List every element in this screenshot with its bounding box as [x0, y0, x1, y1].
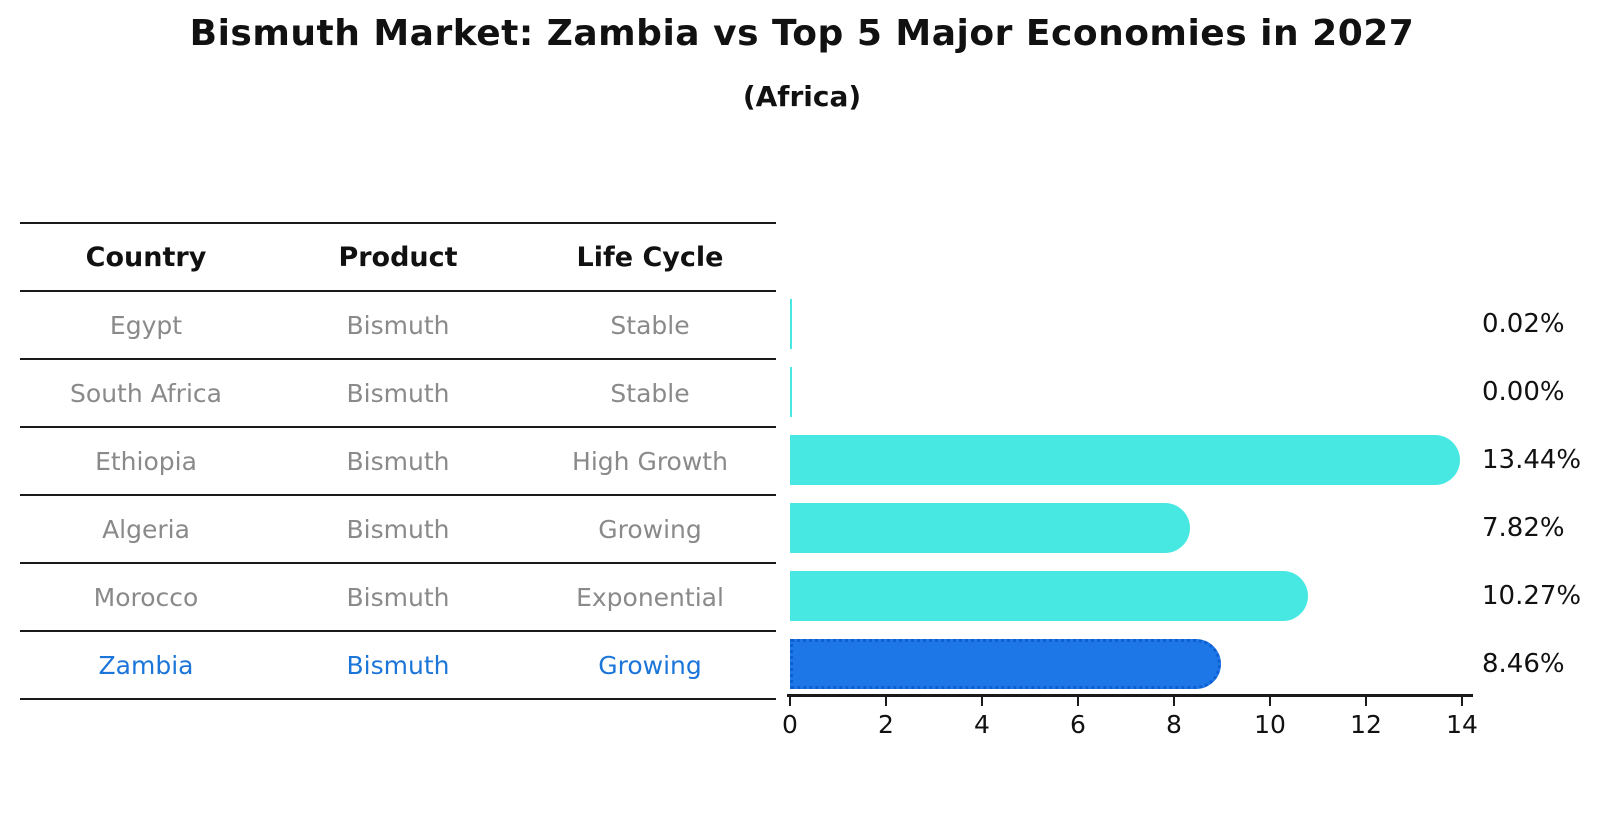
x-axis-tick-label: 0: [782, 710, 798, 739]
column-header-country: Country: [85, 241, 207, 273]
x-axis-tick: [1173, 697, 1175, 706]
lifecycle-cell: Growing: [598, 514, 702, 544]
x-axis-tick: [1077, 697, 1079, 706]
x-axis-tick: [1269, 697, 1271, 706]
lifecycle-cell: Stable: [610, 310, 690, 340]
x-axis-tick: [1461, 697, 1463, 706]
comparison-table: Country Product Life Cycle Egypt Bismuth S…: [20, 222, 776, 700]
product-cell: Bismuth: [346, 514, 450, 544]
bar: [790, 299, 792, 349]
product-cell: Bismuth: [346, 650, 450, 680]
table-row: Ethiopia Bismuth High Growth: [20, 426, 776, 494]
product-cell: Bismuth: [346, 582, 450, 612]
table-row: Morocco Bismuth Exponential: [20, 562, 776, 630]
value-label: 8.46%: [1482, 649, 1565, 679]
product-cell: Bismuth: [346, 378, 450, 408]
table-header-row: Country Product Life Cycle: [20, 222, 776, 290]
product-cell: Bismuth: [346, 310, 450, 340]
x-axis-tick-label: 4: [974, 710, 990, 739]
highlight-bar: [790, 639, 1222, 689]
column-header-product: Product: [338, 241, 458, 273]
value-label: 0.02%: [1482, 309, 1565, 339]
table-row: Egypt Bismuth Stable: [20, 290, 776, 358]
x-axis-tick-label: 14: [1446, 710, 1478, 739]
bar: [790, 503, 1191, 553]
x-axis-tick: [789, 697, 791, 706]
x-axis-tick: [981, 697, 983, 706]
x-axis-tick-label: 2: [878, 710, 894, 739]
country-cell: Algeria: [102, 514, 190, 544]
country-cell: Zambia: [98, 650, 194, 680]
x-axis-tick: [1365, 697, 1367, 706]
bar: [790, 367, 792, 417]
lifecycle-cell: High Growth: [572, 446, 728, 476]
x-axis-tick-label: 12: [1350, 710, 1382, 739]
column-header-lifecycle: Life Cycle: [576, 241, 724, 273]
country-cell: Egypt: [109, 310, 183, 340]
x-axis-tick-label: 8: [1166, 710, 1182, 739]
product-cell: Bismuth: [346, 446, 450, 476]
value-label: 0.00%: [1482, 377, 1565, 407]
page-subtitle: (Africa): [742, 80, 862, 113]
lifecycle-cell: Exponential: [576, 582, 724, 612]
table-row: Zambia Bismuth Growing: [20, 630, 776, 698]
x-axis-line: [787, 694, 1473, 697]
bar: [790, 435, 1461, 485]
value-label: 7.82%: [1482, 513, 1565, 543]
x-axis-tick-label: 6: [1070, 710, 1086, 739]
x-axis-tick-label: 10: [1254, 710, 1286, 739]
page-title: Bismuth Market: Zambia vs Top 5 Major Ec…: [189, 13, 1415, 54]
value-label: 10.27%: [1482, 581, 1582, 611]
table-row: Algeria Bismuth Growing: [20, 494, 776, 562]
bar: [790, 571, 1308, 621]
country-cell: Ethiopia: [95, 446, 197, 476]
x-axis-tick: [885, 697, 887, 706]
value-label: 13.44%: [1482, 445, 1582, 475]
lifecycle-cell: Growing: [598, 650, 702, 680]
table-row: South Africa Bismuth Stable: [20, 358, 776, 426]
table-body: Egypt Bismuth Stable South Africa Bismuth Sta…: [20, 290, 776, 698]
country-cell: Morocco: [93, 582, 199, 612]
country-cell: South Africa: [70, 378, 222, 408]
lifecycle-cell: Stable: [610, 378, 690, 408]
